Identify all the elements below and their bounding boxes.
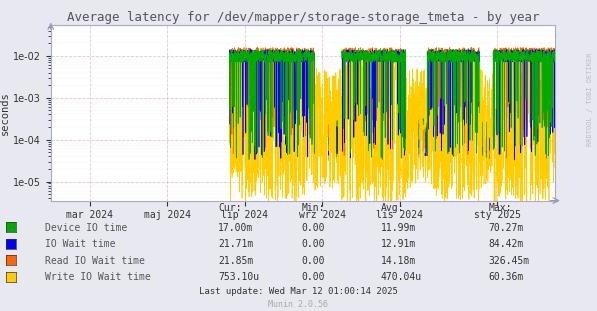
Text: 21.85m: 21.85m bbox=[218, 256, 253, 266]
Text: Munin 2.0.56: Munin 2.0.56 bbox=[269, 300, 328, 309]
Title: Average latency for /dev/mapper/storage-storage_tmeta - by year: Average latency for /dev/mapper/storage-… bbox=[67, 11, 539, 24]
Text: 326.45m: 326.45m bbox=[488, 256, 530, 266]
Text: 17.00m: 17.00m bbox=[218, 223, 253, 233]
Text: RRDTOOL / TOBI OETIKER: RRDTOOL / TOBI OETIKER bbox=[587, 53, 593, 146]
Text: 0.00: 0.00 bbox=[301, 239, 325, 249]
Text: IO Wait time: IO Wait time bbox=[45, 239, 115, 249]
Text: 14.18m: 14.18m bbox=[381, 256, 416, 266]
Text: Min:: Min: bbox=[301, 203, 325, 213]
Y-axis label: seconds: seconds bbox=[0, 91, 10, 135]
Text: Cur:: Cur: bbox=[218, 203, 241, 213]
Text: Device IO time: Device IO time bbox=[45, 223, 127, 233]
Text: Write IO Wait time: Write IO Wait time bbox=[45, 272, 150, 282]
Text: 60.36m: 60.36m bbox=[488, 272, 524, 282]
Text: Read IO Wait time: Read IO Wait time bbox=[45, 256, 144, 266]
Text: 753.10u: 753.10u bbox=[218, 272, 259, 282]
Text: 11.99m: 11.99m bbox=[381, 223, 416, 233]
Text: Last update: Wed Mar 12 01:00:14 2025: Last update: Wed Mar 12 01:00:14 2025 bbox=[199, 287, 398, 296]
Text: 84.42m: 84.42m bbox=[488, 239, 524, 249]
Text: 12.91m: 12.91m bbox=[381, 239, 416, 249]
Text: 0.00: 0.00 bbox=[301, 272, 325, 282]
Text: 0.00: 0.00 bbox=[301, 256, 325, 266]
Text: 70.27m: 70.27m bbox=[488, 223, 524, 233]
Text: Max:: Max: bbox=[488, 203, 512, 213]
Text: 470.04u: 470.04u bbox=[381, 272, 422, 282]
Text: 21.71m: 21.71m bbox=[218, 239, 253, 249]
Text: Avg:: Avg: bbox=[381, 203, 404, 213]
Text: 0.00: 0.00 bbox=[301, 223, 325, 233]
